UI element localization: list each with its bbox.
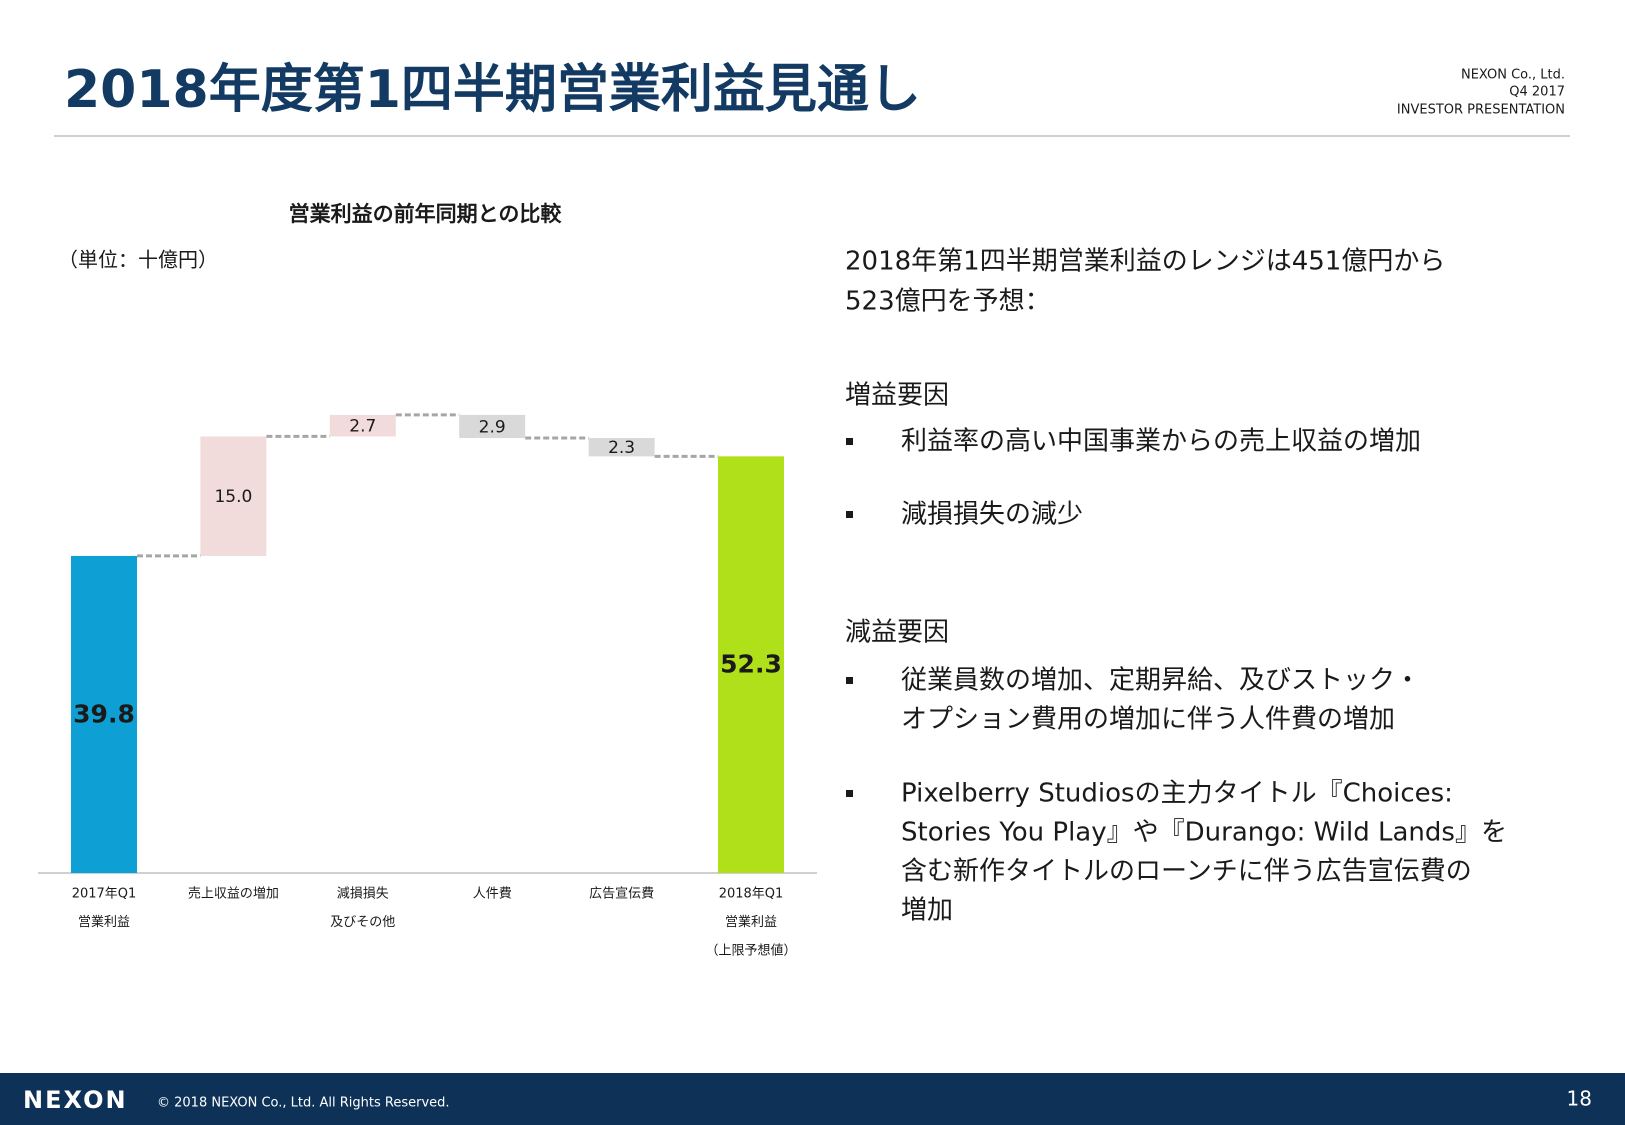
x-tick-label: 人件費	[473, 887, 512, 902]
bar	[200, 436, 267, 556]
bar	[71, 555, 137, 873]
summary-line: 2018年第1四半期営業利益のレンジは451億円から	[845, 247, 1445, 277]
value-label: 15.0	[214, 487, 252, 507]
section-heading: 増益要因	[845, 381, 949, 411]
bullet-text: 利益率の高い中国事業からの売上収益の増加	[901, 427, 1421, 457]
bullet-text: Pixelberry Studiosの主力タイトル『Choices:	[901, 779, 1453, 809]
bar	[718, 456, 784, 873]
x-tick-label: 営業利益	[725, 914, 777, 930]
bullet-text: 従業員数の増加、定期昇給、及びストック・	[901, 666, 1420, 696]
company-line: INVESTOR PRESENTATION	[1397, 103, 1565, 118]
x-tick-label: 2018年Q1	[719, 887, 784, 902]
x-tick-label: 減損損失	[337, 886, 389, 902]
value-label: 2.9	[479, 417, 506, 437]
bar	[588, 438, 655, 457]
footer-logo: NEXON	[23, 1086, 128, 1114]
bullet	[846, 677, 853, 684]
bullet-text: オプション費用の増加に伴う人件費の増加	[901, 705, 1395, 735]
bullet-text: Stories You Play』や『Durango: Wild Lands』を	[901, 818, 1507, 848]
x-tick-label: 広告宣伝費	[589, 886, 654, 902]
company-line: Q4 2017	[1509, 85, 1565, 100]
footer-bar	[0, 1073, 1625, 1125]
bullet-text: 減損損失の減少	[901, 500, 1083, 530]
x-tick-label: 営業利益	[78, 914, 130, 930]
bullet-text: 含む新作タイトルのローンチに伴う広告宣伝費の	[901, 857, 1472, 887]
bullet-text: 増加	[901, 896, 953, 926]
value-label: 2.7	[349, 417, 376, 437]
x-tick-label: （上限予想値）	[705, 943, 796, 959]
copyright: © 2018 NEXON Co., Ltd. All Rights Reserv…	[157, 1096, 450, 1111]
summary-line: 523億円を予想：	[845, 287, 1051, 317]
value-label: 39.8	[73, 699, 135, 728]
value-label: 2.3	[608, 438, 635, 458]
section-heading: 減益要因	[845, 618, 949, 648]
bar	[459, 414, 526, 439]
x-tick-label: 及びその他	[330, 915, 395, 930]
x-tick-label: 2017年Q1	[72, 887, 137, 902]
x-tick-label: 売上収益の増加	[188, 886, 279, 902]
bar	[329, 414, 396, 437]
company-line: NEXON Co., Ltd.	[1461, 68, 1565, 83]
chart-title: 営業利益の前年同期との比較	[289, 202, 563, 226]
bullet	[846, 511, 853, 518]
bullet	[846, 438, 853, 445]
unit-label: （単位：十億円）	[58, 248, 218, 272]
bullet	[846, 790, 853, 797]
value-label: 52.3	[720, 650, 782, 679]
page-number: 18	[1567, 1087, 1592, 1111]
slide-title: 2018年度第1四半期営業利益見通し	[64, 60, 921, 120]
